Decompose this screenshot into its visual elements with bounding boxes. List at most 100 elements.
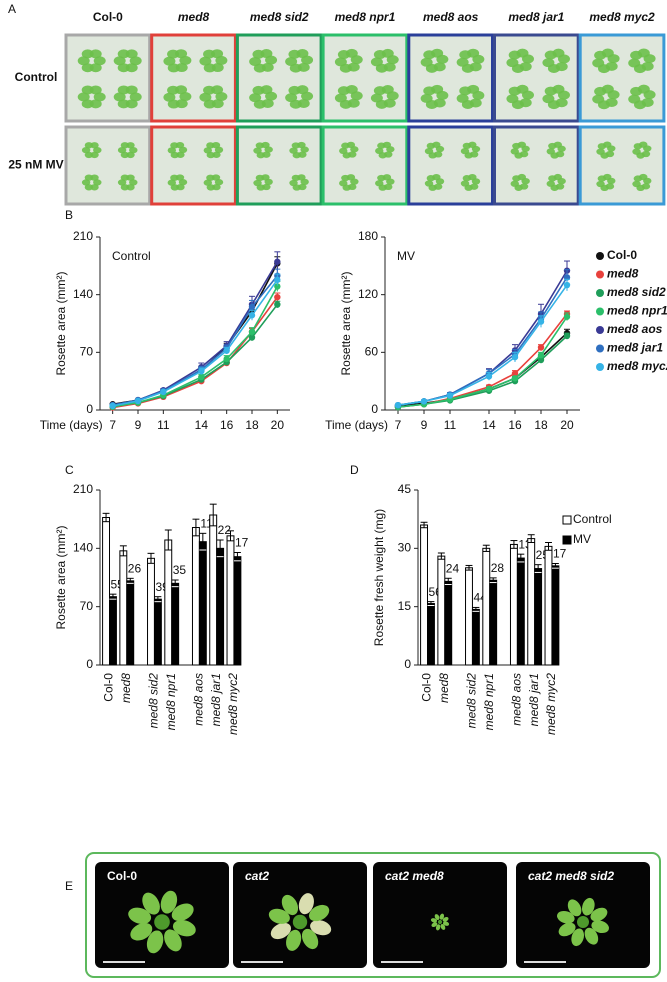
photo [150,33,237,123]
leaf [510,180,519,187]
leaf [512,175,521,182]
leaf [557,145,566,152]
leaf [117,99,130,109]
bar [209,514,218,666]
point [248,303,256,311]
leaf [350,178,359,185]
leaf [120,184,130,191]
leaf [129,56,142,66]
leaf [206,184,216,191]
bar [444,580,453,666]
leaf [170,151,180,159]
leaf [215,55,228,65]
leaf [378,184,387,191]
leaf [471,178,481,185]
x-tick-label: Col-0 [102,673,116,702]
leaf [167,63,180,73]
photo [493,33,580,123]
leaf [632,180,641,188]
leaf [603,173,612,181]
leaf [558,922,576,937]
x-tick-label: 16 [220,418,234,432]
leaf [557,54,570,64]
column-label: med8 myc2 [589,10,655,24]
bar [216,547,225,666]
leaf [84,184,94,191]
leaf [203,63,216,73]
bar [465,567,473,666]
leaf [289,147,298,154]
rosette-center [577,916,589,928]
leaf [440,924,446,930]
x-tick-label: 11 [157,418,170,432]
leaf [301,55,314,65]
bar [482,547,491,666]
photo [407,125,494,206]
y-tick-label: 210 [73,229,93,243]
point [134,397,142,405]
leaf [120,151,130,159]
leaf [268,908,290,924]
point [420,398,428,405]
leaf [265,91,278,101]
series-line [112,304,278,408]
leaf [637,84,650,94]
leaf [548,142,557,150]
photo [235,33,323,123]
legend-label: Col-0 [607,248,637,262]
leaf [285,57,298,67]
leaf [113,56,126,66]
y-tick-label: 30 [398,541,412,555]
leaf [262,151,271,158]
x-tick-label: 7 [395,418,402,432]
leaf [178,179,188,186]
leaf [557,90,570,100]
column-label: med8 [178,10,210,24]
leaf [601,84,614,94]
column-label: Col-0 [93,10,123,24]
leaf [298,183,307,191]
leaf [262,183,271,191]
bar [191,527,200,666]
point [537,356,545,364]
leaf [142,892,160,915]
leaf [508,86,521,96]
photo [578,33,666,123]
chart-title: Control [112,249,151,263]
leaf [521,90,534,100]
y-tick-label: 120 [358,287,378,301]
y-tick-label: 180 [358,229,378,243]
x-tick-label: 20 [560,418,574,432]
leaf [77,92,90,102]
bar [171,582,180,666]
leaf [582,897,595,916]
leaf [117,146,127,154]
point [109,402,116,410]
photo [407,33,494,123]
annotation: 26 [128,562,142,576]
leaf [281,894,299,916]
legend-label: med8 myc2 [607,359,667,373]
bar [109,596,117,666]
leaf [117,63,130,73]
leaf [590,907,608,922]
bar [509,543,518,666]
leaf [172,919,196,937]
leaf [125,85,138,95]
leaf [171,903,194,922]
leaf [546,148,555,155]
leaf [175,49,188,59]
leaf [167,179,177,186]
x-tick-label: 7 [109,418,116,432]
x-tick-label: med8 jar1 [209,673,223,726]
leaf [512,142,521,150]
leaf [300,146,309,153]
leaf [214,146,224,153]
point [274,283,281,290]
legend-marker [562,515,572,525]
leaf [628,58,641,68]
point [248,312,256,319]
leaf [117,179,127,186]
legend-label: med8 jar1 [607,341,663,355]
